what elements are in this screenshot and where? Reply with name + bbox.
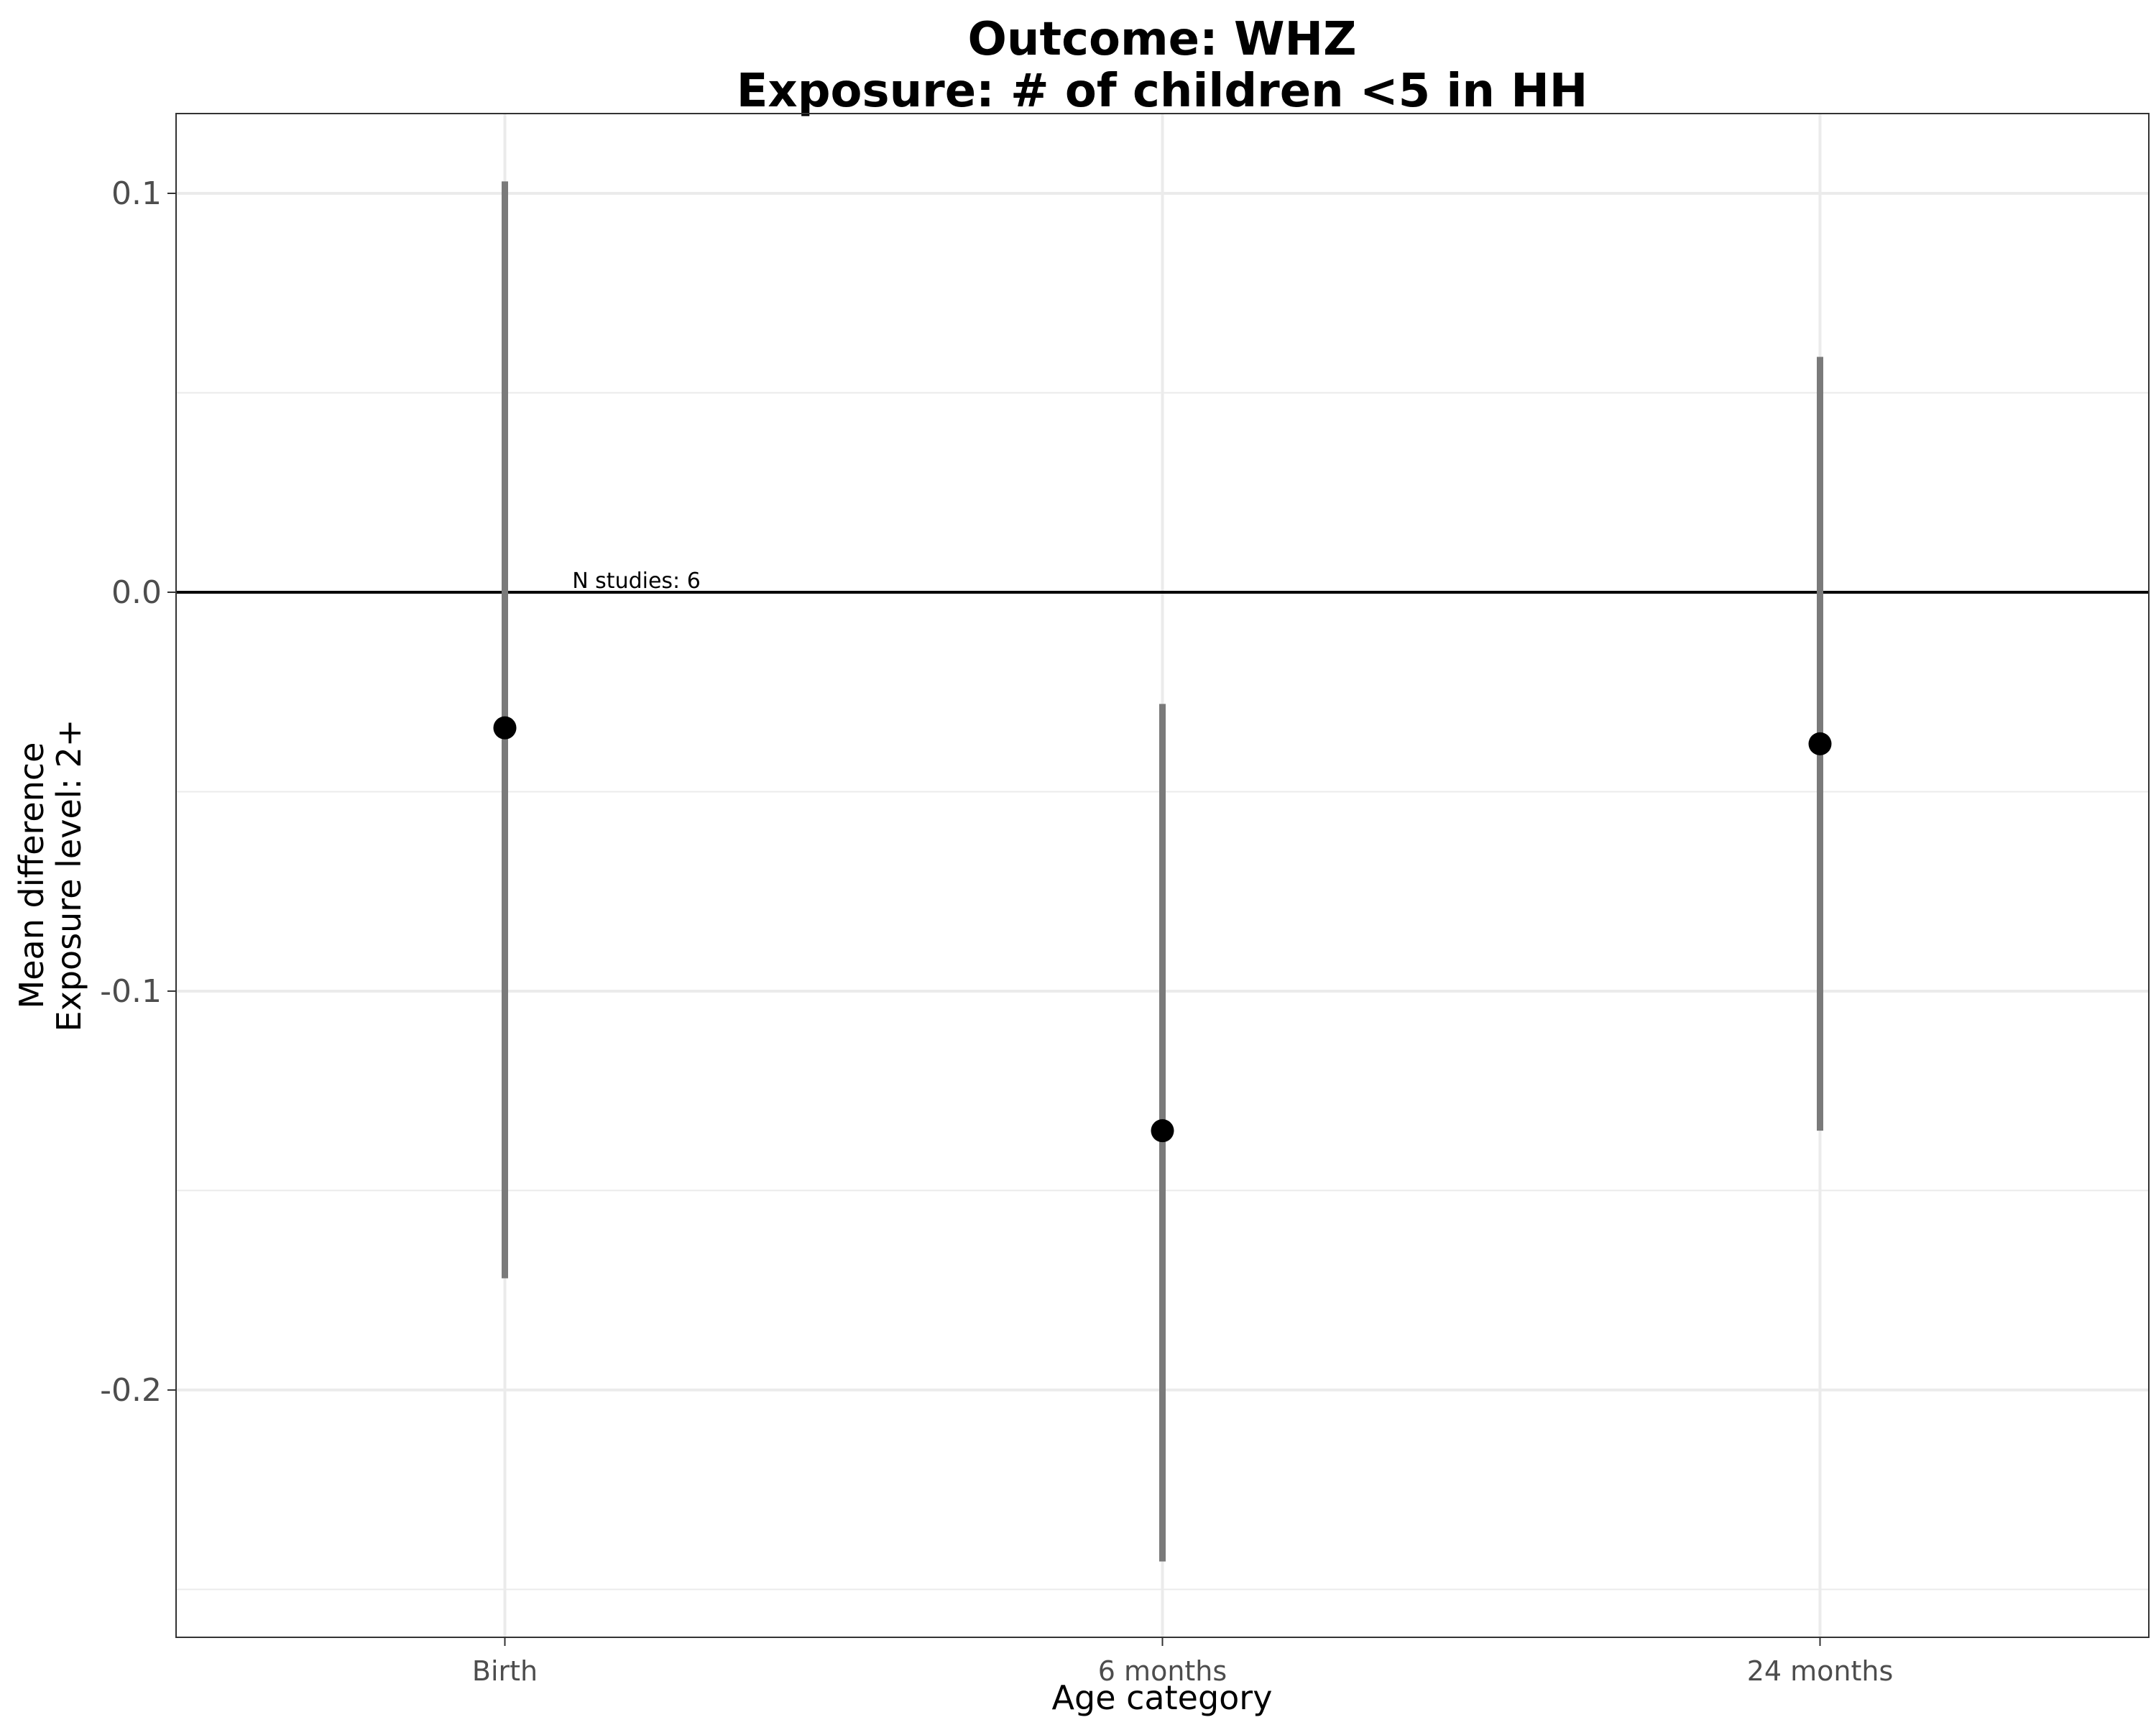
n-studies-annotation: N studies: 6 bbox=[572, 569, 701, 594]
point-estimate bbox=[493, 716, 517, 740]
point-estimate bbox=[1808, 732, 1832, 755]
x-tick-label: Birth bbox=[472, 1655, 538, 1687]
y-tick-label: 0.1 bbox=[111, 175, 162, 212]
chart-marks: N studies: 6 bbox=[176, 181, 2149, 1562]
plot-panel-border bbox=[175, 113, 2150, 1638]
y-tick-label: 0.0 bbox=[111, 574, 162, 611]
x-tick-label: 6 months bbox=[1098, 1655, 1227, 1687]
y-tick-label: -0.2 bbox=[100, 1372, 162, 1409]
y-axis-label-line-1: Mean difference bbox=[12, 742, 51, 1009]
x-tick-label: 24 months bbox=[1747, 1655, 1894, 1687]
chart-title: Outcome: WHZ bbox=[968, 13, 1357, 66]
tick-labels: 0.1 0.0 -0.1 -0.2 Birth 6 months 24 months bbox=[100, 175, 1893, 1687]
y-axis-label-line-2: Exposure level: 2+ bbox=[50, 719, 88, 1032]
x-axis-label: Age category bbox=[1052, 1678, 1273, 1717]
chart-subtitle: Exposure: # of children <5 in HH bbox=[737, 65, 1588, 118]
point-estimate bbox=[1151, 1119, 1174, 1143]
y-tick-label: -0.1 bbox=[100, 973, 162, 1010]
